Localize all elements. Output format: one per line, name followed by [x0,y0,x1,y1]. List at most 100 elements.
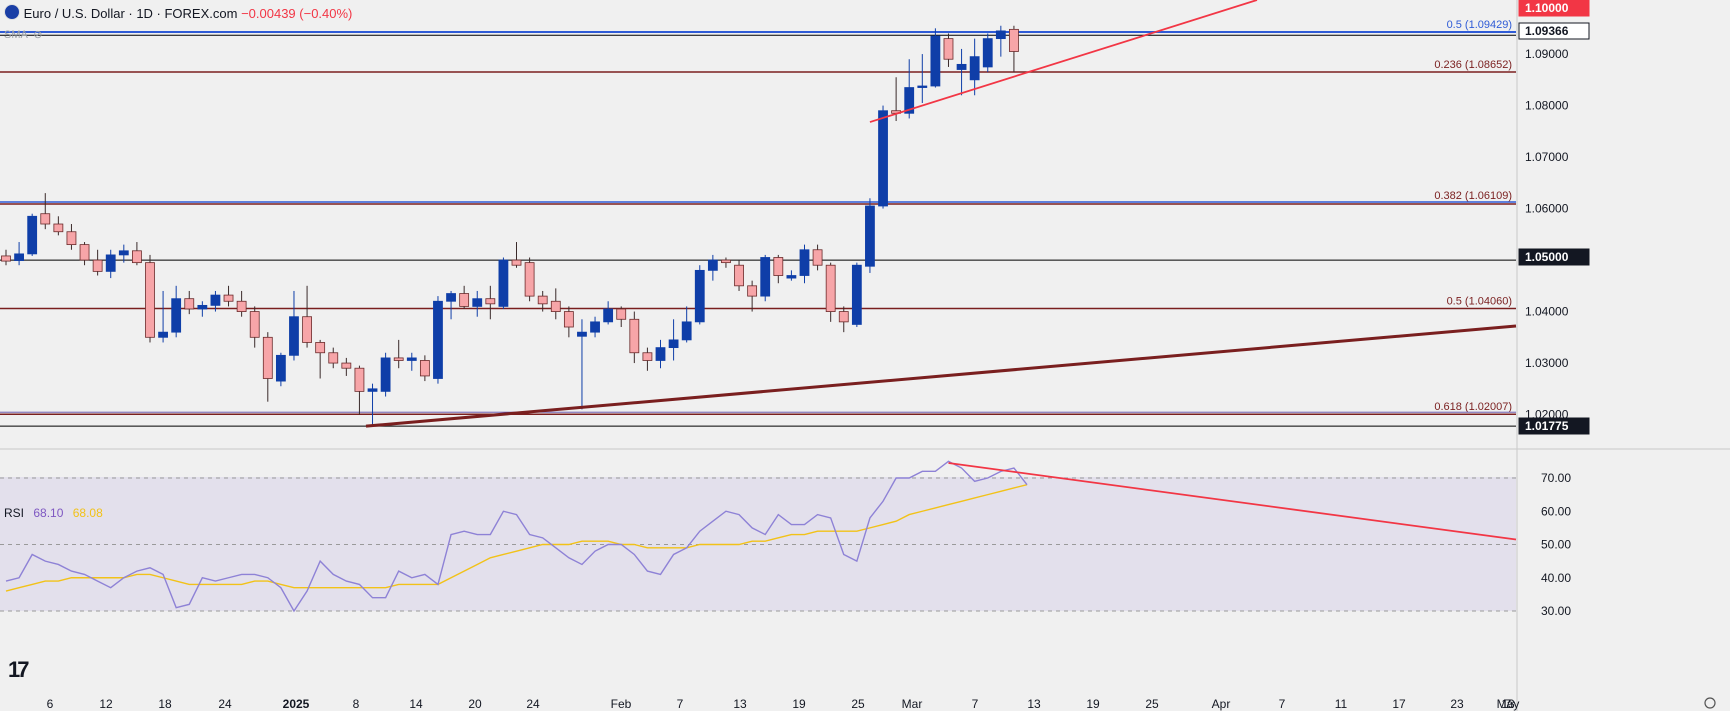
time-tick-label: 24 [218,697,232,711]
candle-body [747,285,758,297]
rsi-tick-label: 60.00 [1541,504,1571,518]
rsi-tick-label: 30.00 [1541,604,1571,618]
time-tick-label: 13 [1027,697,1041,711]
price-tick-label: 1.08000 [1525,99,1569,113]
time-tick-label: May [1497,697,1520,711]
time-tick-label: 20 [468,697,482,711]
candle-body [406,357,417,361]
candle-body [694,269,705,323]
candle-body [616,308,627,320]
candle-body [1009,28,1019,52]
rsi-tick-label: 50.00 [1541,538,1571,552]
candle-body [550,300,561,312]
candle-body [289,316,299,356]
candle-body [642,352,653,361]
time-tick-label: 17 [1392,697,1406,711]
candle-body [511,259,522,266]
candle-body [760,257,771,297]
candle-body [851,264,862,325]
candle-body [197,304,208,310]
candle-body [734,264,744,287]
candle-body [262,336,273,379]
tradingview-logo[interactable]: 17 [8,657,30,682]
trendline-rising-red [869,0,1258,123]
price-label-box [1518,22,1590,40]
candle-body [773,257,784,276]
price-label-box [1518,417,1590,435]
candle-body [236,300,247,312]
candle-body [603,308,614,323]
candle-body [131,250,142,264]
candle-body [158,331,168,338]
candle-body [917,85,928,88]
eu-us-flag-icon [4,4,20,20]
time-tick-label: 7 [677,697,684,711]
candle-body [721,259,731,264]
time-tick-label: 7 [972,697,979,711]
price-tick-label: 1.09000 [1525,47,1569,61]
candle-body [1,255,11,262]
candle-body [66,231,77,246]
candle-body [812,249,823,266]
price-tick-label: 1.04000 [1525,305,1569,319]
level-label: 0.5 (1.09429) [1447,19,1512,31]
trendline-rsi-divergence [948,462,1517,541]
candle-body [459,293,470,307]
candle-body [498,259,509,307]
candle-body [275,354,286,382]
price-label-box [1518,248,1590,266]
candle-body [629,318,640,354]
candle-body [145,262,155,338]
price-label-text: 1.01775 [1525,419,1569,433]
time-tick-label: 19 [792,697,806,711]
time-tick-label: 23 [1450,697,1464,711]
candle-body [171,298,182,333]
time-tick-label: 11 [1335,697,1348,711]
candle-body [446,293,456,302]
time-tick-label: 14 [409,697,423,711]
level-label: 0.236 (1.08652) [1434,59,1512,71]
price-tick-label: 1.06000 [1525,202,1569,216]
rsi-tick-label: 70.00 [1541,471,1571,485]
candle-body [485,298,496,305]
settings-gear-icon[interactable] [1704,697,1716,709]
candle-body [577,331,587,337]
level-label: 0.5 (1.04060) [1447,295,1512,307]
time-tick-label: 13 [733,697,747,711]
rsi-label: RSI [4,506,25,520]
candle-body [655,347,666,361]
time-tick-label: 24 [526,697,540,711]
time-tick-label: 13 [1501,697,1515,711]
price-change: −0.00439 (−0.40%) [241,6,353,21]
candle-body [668,339,679,349]
time-tick-label: 7 [1279,697,1286,711]
candle-body [367,388,378,392]
time-tick-label: 19 [1086,697,1100,711]
rsi-header[interactable]: RSI 68.10 68.08 [4,506,103,520]
candle-body [210,294,221,306]
candle-body [118,250,129,256]
candle-body [433,300,443,379]
candle-body [92,259,103,272]
eye-hidden-icon[interactable]: ⊘ [33,29,43,41]
sma-indicator-label[interactable]: SMA ⊘ [4,28,43,41]
candle-body [995,30,1006,40]
candle-body [707,259,718,271]
sma-label: SMA [4,29,28,41]
rsi-ma-value: 68.08 [72,506,103,520]
time-tick-label: 6 [47,697,54,711]
time-tick-label: 8 [353,697,360,711]
candle-body [904,87,915,114]
candle-body [982,38,993,68]
candle-body [249,311,260,338]
symbol-title[interactable]: Euro / U.S. Dollar · 1D · FOREX.com [23,6,238,21]
price-label-text: 1.09366 [1525,24,1569,38]
chart-header: Euro / U.S. Dollar · 1D · FOREX.com −0.0… [4,4,352,21]
price-label-text: 1.10000 [1525,1,1569,15]
trendline-support [365,324,1517,428]
time-tick-label: Apr [1212,697,1231,711]
candle-body [302,316,312,343]
candle-body [524,262,535,297]
